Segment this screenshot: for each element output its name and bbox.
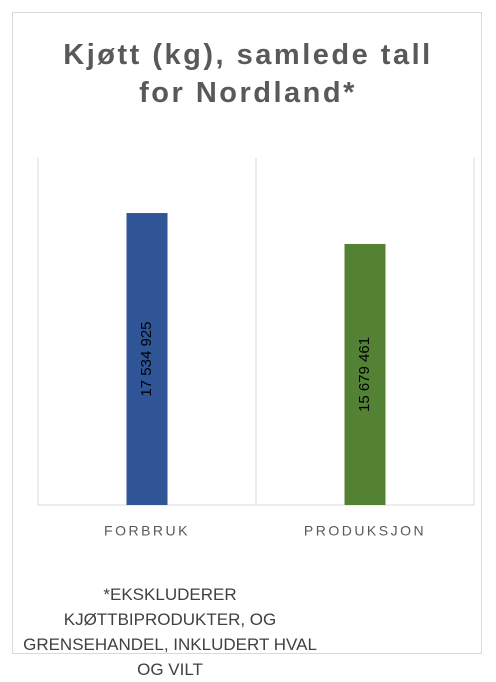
- chart: FORBRUK 17 534 925 PRODUKSJON 15 679 461: [37, 158, 475, 539]
- x-tick-label: PRODUKSJON: [304, 523, 426, 539]
- page: Kjøtt (kg), samlede tall for Nordland* F…: [12, 12, 482, 679]
- bar: [344, 243, 386, 505]
- chart-title: Kjøtt (kg), samlede tall for Nordland*: [63, 39, 433, 109]
- data-label: 17 534 925: [138, 321, 155, 396]
- footnote: *EKSKLUDERER KJØTTBIPRODUKTER, OG GRENSE…: [23, 585, 317, 679]
- x-tick-label: FORBRUK: [104, 523, 190, 539]
- data-label: 15 679 461: [356, 337, 373, 412]
- chart-frame: [12, 12, 482, 654]
- bar: [126, 213, 168, 505]
